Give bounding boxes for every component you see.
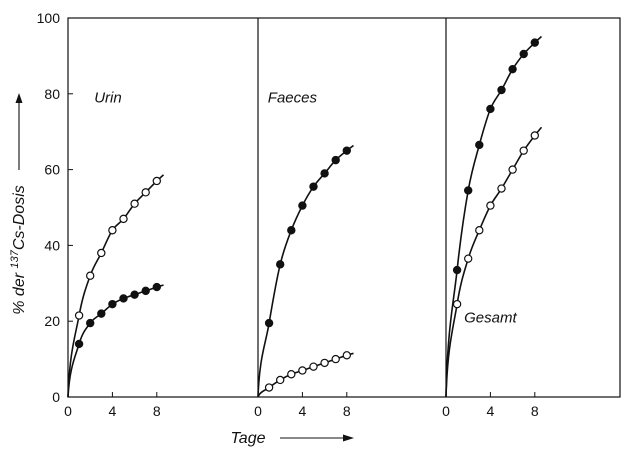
x-tick-label: 0 (254, 403, 262, 419)
data-point-open (85, 271, 95, 280)
data-point-open (276, 375, 285, 385)
data-point-open (519, 146, 528, 155)
data-point-filled (475, 140, 484, 150)
panel-title: Gesamt (464, 309, 517, 326)
y-tick-label: 100 (37, 10, 61, 26)
data-point-open (497, 184, 506, 193)
data-point-open (320, 358, 329, 368)
panel-title: Faeces (268, 90, 318, 107)
series-line (445, 35, 543, 398)
y-axis-title: % der 137Cs-Dosis (9, 185, 28, 315)
data-point-open (287, 370, 296, 379)
y-tick-label: 0 (52, 389, 60, 405)
data-point-filled (130, 290, 139, 299)
data-point-filled (141, 286, 150, 296)
x-axis-title: Tage (231, 430, 266, 447)
data-point-open (108, 226, 117, 235)
data-point-open (152, 176, 161, 186)
y-tick-label: 40 (44, 237, 60, 253)
chart-panels: Urin 0 4 8 Faeces 0 4 8 Gesamt 0 4 8 (64, 17, 621, 419)
data-point-filled (152, 282, 161, 292)
data-point-open (141, 188, 150, 197)
data-point-filled (264, 318, 274, 328)
data-point-open (452, 299, 462, 309)
data-point-filled (464, 186, 473, 195)
data-point-filled (309, 182, 318, 191)
data-point-open (331, 354, 340, 364)
data-point-open (464, 254, 473, 263)
data-point-open (97, 248, 106, 258)
data-point-filled (108, 299, 117, 309)
panel-faeces: Faeces 0 4 8 (254, 90, 354, 419)
series-line (445, 126, 543, 398)
data-point-filled (85, 318, 95, 328)
data-point-filled (530, 38, 540, 47)
data-point-filled (97, 309, 106, 318)
data-point-open (530, 131, 540, 140)
series-line (67, 284, 164, 398)
y-tick-label: 20 (44, 313, 60, 329)
data-point-open (342, 351, 351, 360)
data-point-open (508, 165, 517, 174)
x-tick-label: 8 (531, 403, 539, 419)
x-axis-arrowhead (343, 434, 354, 442)
data-point-filled (519, 49, 528, 59)
y-axis-arrowhead (15, 93, 23, 103)
data-point-filled (320, 169, 329, 178)
data-point-filled (119, 294, 128, 303)
data-point-open (264, 383, 274, 392)
data-point-open (119, 214, 128, 224)
panel-urin: Urin 0 4 8 (64, 90, 165, 419)
data-point-open (298, 366, 307, 375)
data-point-filled (497, 85, 506, 95)
data-point-filled (331, 155, 340, 165)
data-point-open (475, 226, 484, 235)
x-tick-label: 0 (64, 403, 72, 419)
panel-title: Urin (94, 90, 122, 107)
x-tick-label: 0 (442, 403, 450, 419)
data-point-filled (342, 146, 351, 155)
series-line (67, 174, 165, 398)
data-point-open (486, 201, 495, 210)
data-point-open (309, 362, 318, 371)
data-point-filled (298, 201, 307, 210)
y-tick-label: 80 (44, 86, 60, 102)
data-point-filled (74, 339, 84, 349)
data-point-filled (486, 104, 495, 114)
x-tick-label: 8 (153, 403, 161, 419)
data-point-open (74, 311, 84, 320)
panel-gesamt: Gesamt 0 4 8 (442, 35, 543, 419)
series-line (257, 144, 354, 398)
series-line (257, 352, 354, 398)
data-point-filled (287, 226, 296, 235)
x-tick-label: 4 (109, 403, 117, 419)
data-point-filled (452, 265, 462, 275)
x-tick-label: 4 (487, 403, 495, 419)
plot-frame (67, 17, 621, 398)
data-point-filled (508, 64, 517, 74)
x-tick-label: 8 (343, 403, 351, 419)
y-tick-label: 60 (44, 162, 60, 178)
x-tick-label: 4 (299, 403, 307, 419)
data-point-open (130, 199, 139, 208)
data-point-filled (276, 260, 285, 269)
